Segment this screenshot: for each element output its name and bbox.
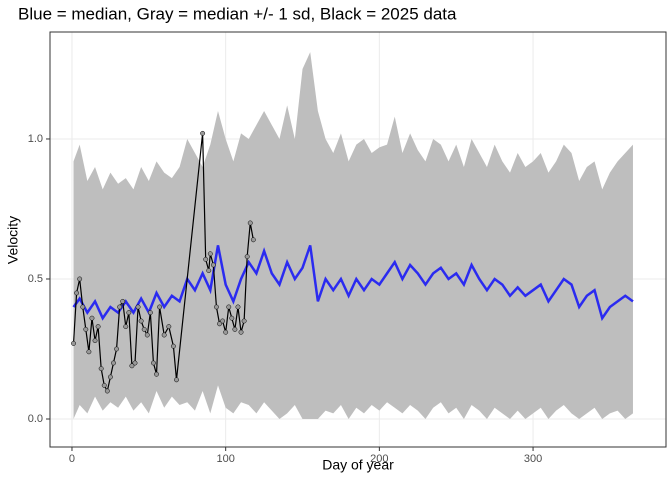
observed-point: [174, 377, 179, 383]
observed-point: [111, 360, 116, 366]
observed-point: [120, 298, 126, 304]
observed-point: [141, 326, 147, 332]
observed-point: [132, 360, 138, 366]
observed-point: [74, 290, 80, 296]
y-tick-label: 1.0: [28, 133, 43, 145]
observed-point: [244, 254, 250, 260]
observed-point: [129, 363, 135, 369]
observed-point: [203, 256, 209, 262]
observed-point: [80, 304, 86, 310]
observed-point: [200, 130, 206, 136]
observed-point: [170, 343, 176, 349]
observed-point: [114, 346, 119, 352]
observed-point: [98, 366, 104, 372]
x-tick-label: 300: [524, 453, 542, 465]
observed-point: [95, 324, 101, 330]
observed-point: [161, 332, 167, 338]
observed-point: [144, 332, 150, 338]
observed-point: [238, 329, 244, 335]
observed-point: [126, 310, 132, 316]
median-line: [72, 244, 634, 322]
observed-point: [232, 326, 238, 332]
observed-point: [135, 304, 141, 310]
x-axis-label: Day of year: [322, 457, 394, 473]
observed-point: [154, 371, 159, 377]
sd-band: [73, 52, 633, 419]
observed-point: [210, 262, 216, 268]
observed-point: [104, 388, 110, 394]
chart-title: Blue = median, Gray = median +/- 1 sd, B…: [18, 4, 457, 23]
observed-point: [83, 326, 89, 332]
observed-point: [147, 310, 153, 316]
observed-point: [235, 304, 241, 310]
observed-point: [223, 329, 229, 335]
observed-point: [229, 315, 235, 321]
observed-point: [117, 304, 123, 310]
observed-point: [250, 237, 256, 243]
observed-point: [220, 318, 226, 324]
x-tick-label: 0: [69, 453, 75, 465]
observed-point: [207, 251, 213, 257]
y-axis-label: Velocity: [5, 216, 21, 264]
y-tick-label: 0.0: [28, 413, 43, 425]
y-tick-label: 0.5: [28, 273, 43, 285]
observed-point: [101, 382, 107, 388]
observed-point: [77, 276, 83, 282]
observed-point: [247, 220, 253, 226]
observed-point: [206, 268, 212, 274]
observed-point: [92, 338, 98, 344]
observed-point: [166, 324, 172, 330]
observed-point: [150, 360, 156, 366]
observed-point: [241, 318, 247, 324]
x-tick-label: 200: [370, 453, 388, 465]
panel-border: [49, 31, 667, 448]
observed-point: [217, 321, 222, 327]
observed-point: [157, 304, 163, 310]
observed-point: [86, 349, 92, 355]
observed-point: [71, 340, 76, 346]
observed-point: [138, 318, 144, 324]
x-tick-label: 100: [216, 453, 234, 465]
observed-point: [226, 304, 232, 310]
observed-point: [89, 315, 95, 321]
observed-point: [213, 304, 219, 310]
observed-point: [123, 324, 129, 330]
observed-point: [107, 374, 113, 380]
